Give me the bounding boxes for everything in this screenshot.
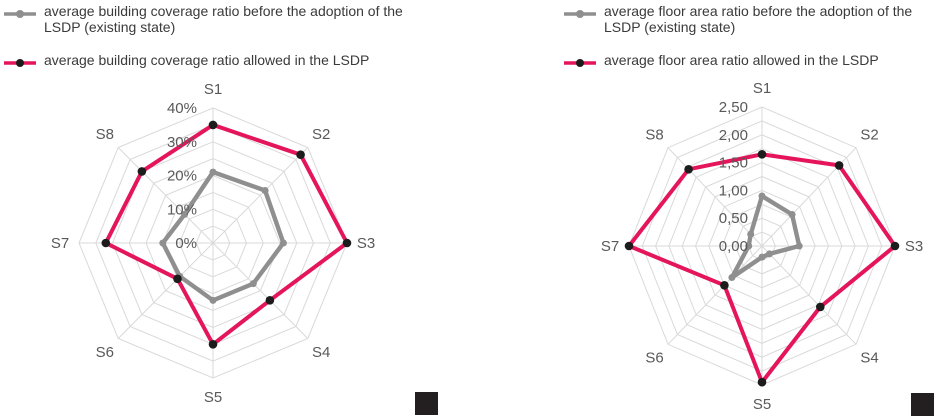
data-point-marker — [181, 210, 189, 218]
data-point-marker — [757, 377, 767, 387]
data-point-marker — [747, 230, 755, 238]
axis-tick-label: 2,50 — [719, 99, 748, 116]
data-point-marker — [265, 296, 275, 305]
data-point-marker — [758, 253, 766, 261]
axis-tick-label: 1,00 — [719, 182, 748, 199]
legend-line-marker-gray-icon — [564, 6, 596, 18]
category-label: S5 — [753, 396, 771, 413]
data-point-marker — [788, 211, 796, 218]
category-label: S7 — [51, 235, 69, 252]
data-point-marker — [757, 150, 767, 159]
data-point-marker — [209, 168, 217, 176]
axis-tick-label: 0,50 — [719, 210, 748, 227]
category-label: S3 — [905, 238, 923, 255]
axis-tick-label: 20% — [167, 168, 197, 185]
legend-marker-svg — [4, 10, 36, 18]
grid-spoke — [212, 242, 309, 339]
data-point-marker — [342, 238, 352, 248]
axis-tick-label: 2,00 — [719, 127, 748, 144]
data-point-marker — [208, 120, 218, 130]
data-point-marker — [101, 238, 111, 248]
legend-marker-svg — [4, 59, 36, 67]
category-label: S2 — [312, 126, 330, 143]
category-label: S7 — [601, 238, 619, 255]
grid-spoke — [667, 245, 763, 345]
axis-tick-label: 40% — [167, 100, 197, 117]
grid-spoke — [667, 147, 763, 247]
radar-chart-floor-area: 0,00 0,50 1,00 1,50 2,00 2,50 S1 S2 S3 S4 S5 S6 S7 S8 — [601, 80, 923, 413]
grid-spoke — [117, 147, 214, 244]
data-point-marker — [173, 274, 182, 284]
grid-spoke — [761, 245, 857, 345]
legend-marker-dot — [576, 59, 584, 67]
data-point-marker — [296, 150, 305, 159]
data-point-marker — [720, 281, 729, 290]
data-point-marker — [624, 241, 634, 251]
data-point-marker — [209, 296, 217, 304]
category-label: S1 — [753, 80, 771, 97]
legend-marker-dot — [576, 10, 584, 18]
category-label: S8 — [96, 126, 114, 143]
black-square-marker — [911, 393, 934, 416]
data-point-marker — [159, 239, 167, 247]
category-label: S2 — [860, 126, 878, 143]
legend-marker-dot — [16, 10, 24, 18]
category-label: S3 — [357, 235, 375, 252]
legend-label-building-coverage-before: average building coverage ratio before t… — [44, 3, 403, 35]
radar-chart-building-coverage: 0% 10% 20% 30% 40% S1 S2 S3 S4 S5 S6 S7 S8 — [51, 81, 375, 406]
grid-spoke — [212, 147, 309, 244]
legend-label-building-coverage-allowed: average building coverage ratio allowed … — [44, 52, 370, 68]
data-point-marker — [249, 280, 257, 288]
data-point-marker — [816, 302, 825, 312]
data-point-marker — [890, 241, 900, 251]
category-label: S4 — [860, 350, 878, 367]
data-point-marker — [684, 165, 693, 174]
axis-tick-label: 0% — [175, 235, 197, 252]
category-label: S6 — [96, 344, 114, 361]
legend-marker-svg — [564, 59, 596, 67]
data-point-marker — [208, 340, 218, 349]
grid-spoke — [117, 242, 214, 339]
axis-tick-label: 1,50 — [719, 155, 748, 172]
data-point-marker — [758, 192, 766, 200]
data-point-marker — [834, 161, 844, 170]
series-polygon — [729, 193, 802, 280]
data-point-marker — [137, 167, 147, 176]
legend-label-floor-area-allowed: average floor area ratio allowed in the … — [604, 52, 879, 68]
axis-tick-label: 10% — [167, 201, 197, 218]
legend-line-marker-pink-icon — [564, 55, 596, 67]
data-point-marker — [766, 250, 773, 258]
data-point-marker — [745, 242, 753, 250]
category-label: S1 — [204, 81, 222, 98]
data-point-marker — [279, 239, 287, 247]
data-point-marker — [728, 274, 736, 281]
legend-label-floor-area-before: average floor area ratio before the adop… — [604, 3, 913, 35]
data-point-marker — [795, 242, 803, 250]
category-label: S8 — [645, 126, 663, 143]
category-label: S5 — [204, 389, 222, 406]
legend-marker-svg — [564, 10, 596, 18]
black-square-marker — [415, 392, 438, 415]
legend-line-marker-gray-icon — [4, 6, 36, 18]
legend-marker-dot — [16, 59, 24, 67]
category-label: S6 — [645, 350, 663, 367]
category-label: S4 — [312, 344, 330, 361]
data-point-marker — [261, 187, 269, 194]
axis-tick-label: 0,00 — [719, 238, 748, 255]
legend-line-marker-pink-icon — [4, 55, 36, 67]
axis-tick-label: 30% — [167, 134, 197, 151]
